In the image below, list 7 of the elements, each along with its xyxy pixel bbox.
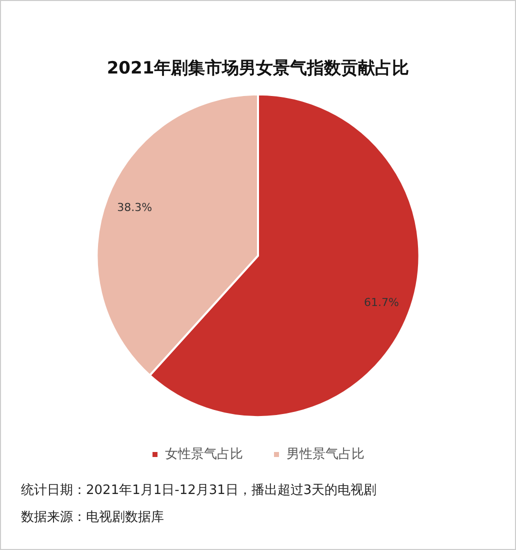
data-label: 61.7% [364, 296, 399, 310]
legend-label: 男性景气占比 [286, 446, 364, 462]
text: 统计日期：2021年1月1日-12月31日，播出超过3天的电视剧 [21, 482, 377, 500]
legend-label: 女性景气占比 [165, 446, 243, 462]
source-note: 数据来源：电视剧数据库 [21, 509, 165, 527]
data-label: 38.3% [117, 201, 152, 214]
chart-title: 2021年剧集市场男女景气指数贡献占比 [106, 58, 410, 79]
